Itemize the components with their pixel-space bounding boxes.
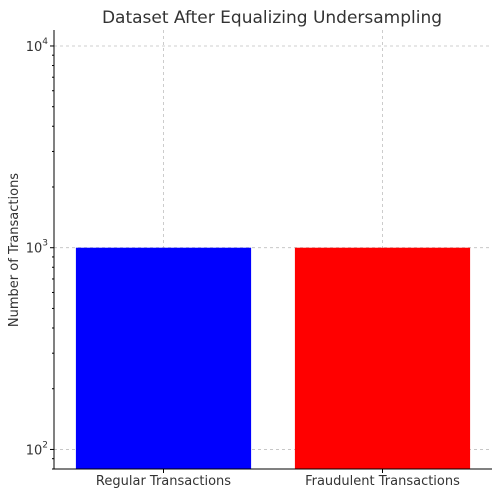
bar-0 (75, 247, 252, 469)
y-axis-label: Number of Transactions (7, 173, 22, 327)
y-ticks: 102 103 104 (26, 37, 54, 470)
y-tick-label: 102 (26, 440, 48, 458)
bars (75, 247, 471, 469)
x-tick-label: Fraudulent Transactions (305, 474, 460, 489)
y-tick-label: 103 (26, 239, 48, 257)
chart-title: Dataset After Equalizing Undersampling (102, 8, 442, 28)
axes (53, 30, 492, 470)
bar-1 (294, 247, 471, 469)
x-tick-label: Regular Transactions (96, 474, 231, 489)
y-tick-label: 104 (26, 37, 49, 55)
x-ticks: Regular Transactions Fraudulent Transacti… (96, 469, 460, 489)
